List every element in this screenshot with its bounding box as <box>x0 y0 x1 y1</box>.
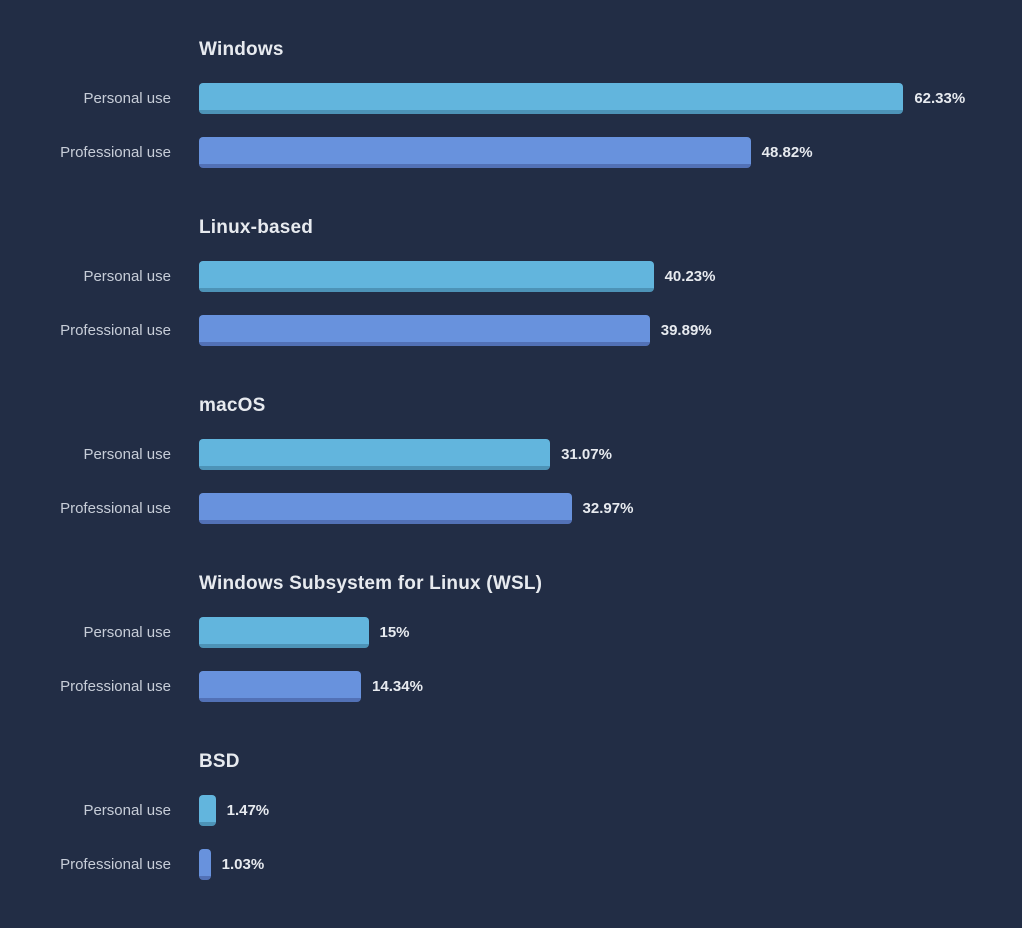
bar-area: 1.47% <box>199 795 1022 826</box>
bar-value-label: 1.03% <box>221 856 265 873</box>
bar-area: 1.03% <box>199 849 1022 880</box>
bar-row-personal: Personal use 1.47% <box>0 795 1022 826</box>
bar-value-label: 32.97% <box>582 500 634 517</box>
professional-use-bar <box>199 671 362 702</box>
bar-row-label: Professional use <box>60 322 171 339</box>
bar-value-label: 15% <box>379 624 410 641</box>
professional-use-bar <box>199 137 751 168</box>
os-group-title: Windows Subsystem for Linux (WSL) <box>199 573 543 594</box>
personal-use-bar <box>199 795 216 826</box>
os-group-title: Windows <box>199 39 284 60</box>
bar-row-professional: Professional use 48.82% <box>0 137 1022 168</box>
bar-value-label: 48.82% <box>761 144 813 161</box>
bar-row-personal: Personal use 40.23% <box>0 261 1022 292</box>
os-group-wsl: Windows Subsystem for Linux (WSL) Person… <box>0 572 1022 702</box>
bar-row-personal: Personal use 62.33% <box>0 83 1022 114</box>
bar-area: 40.23% <box>199 261 1022 292</box>
bar-value-label: 62.33% <box>914 90 966 107</box>
bar-row-personal: Personal use 15% <box>0 617 1022 648</box>
bar-row-label: Personal use <box>83 90 171 107</box>
bar-row-label: Professional use <box>60 678 171 695</box>
bar-area: 15% <box>199 617 1022 648</box>
professional-use-bar <box>199 849 211 880</box>
professional-use-bar <box>199 315 650 346</box>
bar-area: 32.97% <box>199 493 1022 524</box>
bar-row-label: Professional use <box>60 500 171 517</box>
os-group-title: macOS <box>199 395 266 416</box>
personal-use-bar <box>199 83 904 114</box>
bar-row-professional: Professional use 39.89% <box>0 315 1022 346</box>
os-group-linux: Linux-based Personal use 40.23% Professi… <box>0 216 1022 346</box>
bar-value-label: 31.07% <box>561 446 612 463</box>
bar-row-label: Personal use <box>83 802 171 819</box>
os-group-title: Linux-based <box>199 217 314 238</box>
bar-area: 14.34% <box>199 671 1022 702</box>
bar-area: 62.33% <box>199 83 1022 114</box>
bar-row-professional: Professional use 14.34% <box>0 671 1022 702</box>
bar-value-label: 14.34% <box>372 678 423 695</box>
bar-row-label: Professional use <box>60 856 171 873</box>
personal-use-bar <box>199 439 551 470</box>
bar-area: 48.82% <box>199 137 1022 168</box>
os-group-windows: Windows Personal use 62.33% Professional… <box>0 38 1022 168</box>
bar-row-label: Personal use <box>83 268 171 285</box>
bar-area: 39.89% <box>199 315 1022 346</box>
bar-row-professional: Professional use 32.97% <box>0 493 1022 524</box>
bar-row-label: Personal use <box>83 446 171 463</box>
personal-use-bar <box>199 617 369 648</box>
os-group-macos: macOS Personal use 31.07% Professional u… <box>0 394 1022 524</box>
os-group-bsd: BSD Personal use 1.47% Professional use … <box>0 750 1022 880</box>
os-group-title: BSD <box>199 751 240 772</box>
bar-value-label: 1.47% <box>226 802 270 819</box>
professional-use-bar <box>199 493 572 524</box>
personal-use-bar <box>199 261 654 292</box>
bar-row-personal: Personal use 31.07% <box>0 439 1022 470</box>
bar-value-label: 39.89% <box>660 322 712 339</box>
bar-value-label: 40.23% <box>664 268 716 285</box>
bar-area: 31.07% <box>199 439 1022 470</box>
bar-row-label: Professional use <box>60 144 171 161</box>
bar-row-professional: Professional use 1.03% <box>0 849 1022 880</box>
bar-row-label: Personal use <box>83 624 171 641</box>
